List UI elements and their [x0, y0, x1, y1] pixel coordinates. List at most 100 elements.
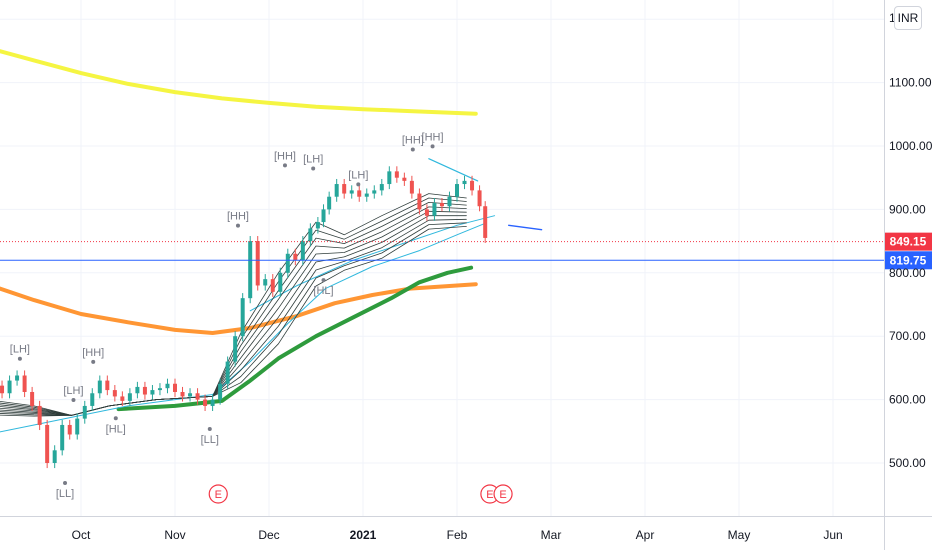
candle-body [285, 253, 290, 273]
candle-body [270, 279, 275, 292]
candle-body [157, 388, 162, 391]
candle-body [357, 190, 362, 197]
swing-label: [LH] [303, 154, 323, 166]
candle-body [394, 171, 399, 178]
candle-body [387, 171, 392, 185]
candle-body [424, 209, 429, 216]
candle-body [327, 196, 332, 210]
swing-point-marker [113, 416, 118, 421]
swing-label: [HH] [422, 131, 444, 143]
y-tick-label: 800.00 [889, 266, 926, 280]
earnings-marker-label: E [215, 489, 222, 501]
swing-label: [LL] [201, 434, 219, 446]
swing-point-marker [410, 147, 415, 152]
earnings-marker-label: E [486, 489, 493, 501]
candle-body [37, 405, 42, 425]
candle-body [7, 380, 12, 394]
candle-body [248, 241, 253, 299]
swing-point-marker [282, 163, 287, 168]
swing-label: [HH] [82, 347, 104, 359]
earnings-marker-label: E [499, 489, 506, 501]
price-badge [885, 251, 932, 270]
swing-label: [HL] [313, 285, 333, 297]
candle-body [188, 393, 193, 397]
earnings-marker [208, 484, 228, 504]
price-badge-label: 849.15 [890, 235, 927, 249]
candle-body [22, 375, 27, 392]
candle-body [278, 272, 283, 292]
upper-trend-line [249, 215, 496, 312]
earnings-marker [493, 484, 513, 504]
swing-label: [LL] [56, 488, 74, 500]
candle-body [293, 253, 298, 261]
swing-label: [HL] [106, 423, 126, 435]
candle-body [90, 393, 95, 406]
candle-body [218, 383, 223, 400]
swing-point-marker [321, 278, 326, 283]
x-tick-label: Apr [636, 528, 655, 542]
candle-body [342, 184, 347, 194]
swing-point-marker [63, 480, 68, 485]
signal-line [0, 222, 486, 433]
price-badge [885, 232, 932, 251]
candle-body [263, 279, 268, 286]
candle-body [477, 190, 482, 207]
x-tick-label: Mar [541, 528, 562, 542]
candle-body [439, 203, 444, 207]
candle-body [432, 203, 437, 216]
swing-point-marker [17, 356, 22, 361]
candle-body [195, 393, 200, 400]
candle-body [447, 196, 452, 207]
swing-label: [LH] [348, 169, 368, 181]
candle-body [127, 393, 132, 401]
candle-body [30, 391, 35, 406]
candle-body [372, 190, 377, 194]
candle-body [483, 206, 488, 238]
swing-point-marker [311, 166, 316, 171]
candle-body [180, 391, 185, 397]
candle-body [225, 361, 230, 384]
x-tick-label: Jun [823, 528, 842, 542]
currency-badge[interactable]: INR [894, 6, 922, 30]
swing-label: [HH] [402, 135, 424, 147]
swing-point-marker [235, 223, 240, 228]
y-tick-label: 1100.00 [889, 76, 932, 90]
swing-annotations: [LH][LL][LH][HH][HL][LL][HH][HH] [LH][HL]… [0, 131, 932, 504]
candle-body [455, 184, 459, 197]
swing-point-marker [91, 359, 96, 364]
candle-body [105, 380, 110, 391]
y-tick-label: 1000.00 [889, 139, 932, 153]
swing-label: [LH] [10, 344, 30, 356]
y-tick-label: 500.00 [889, 456, 926, 470]
ribbon-line [0, 226, 467, 417]
candle-body [15, 375, 20, 381]
long-ma-line [0, 49, 478, 116]
x-tick-label: Nov [164, 528, 185, 542]
moving-average-overlays [0, 49, 543, 433]
y-tick-label: 1 [889, 11, 896, 25]
candle-body [45, 424, 50, 463]
candle-body [334, 184, 339, 197]
projection-line [508, 224, 543, 231]
price-badge-label: 819.75 [890, 253, 927, 267]
candle-body [417, 193, 422, 210]
candle-body [210, 399, 215, 406]
candle-body [255, 241, 260, 286]
y-tick-label: 700.00 [889, 329, 926, 343]
candlestick-series [0, 166, 488, 469]
candle-body [112, 390, 117, 397]
candle-body [240, 298, 245, 337]
candle-body [82, 405, 87, 419]
x-tick-label: Oct [72, 528, 91, 542]
candle-body [67, 424, 72, 435]
candle-body [308, 228, 313, 242]
chart-grid [0, 0, 884, 516]
candle-body [315, 222, 320, 229]
candle-body [364, 193, 369, 197]
swing-label: [LH] [63, 385, 83, 397]
y-tick-label: 600.00 [889, 393, 926, 407]
candle-body [75, 418, 80, 435]
candle-body [173, 383, 177, 392]
